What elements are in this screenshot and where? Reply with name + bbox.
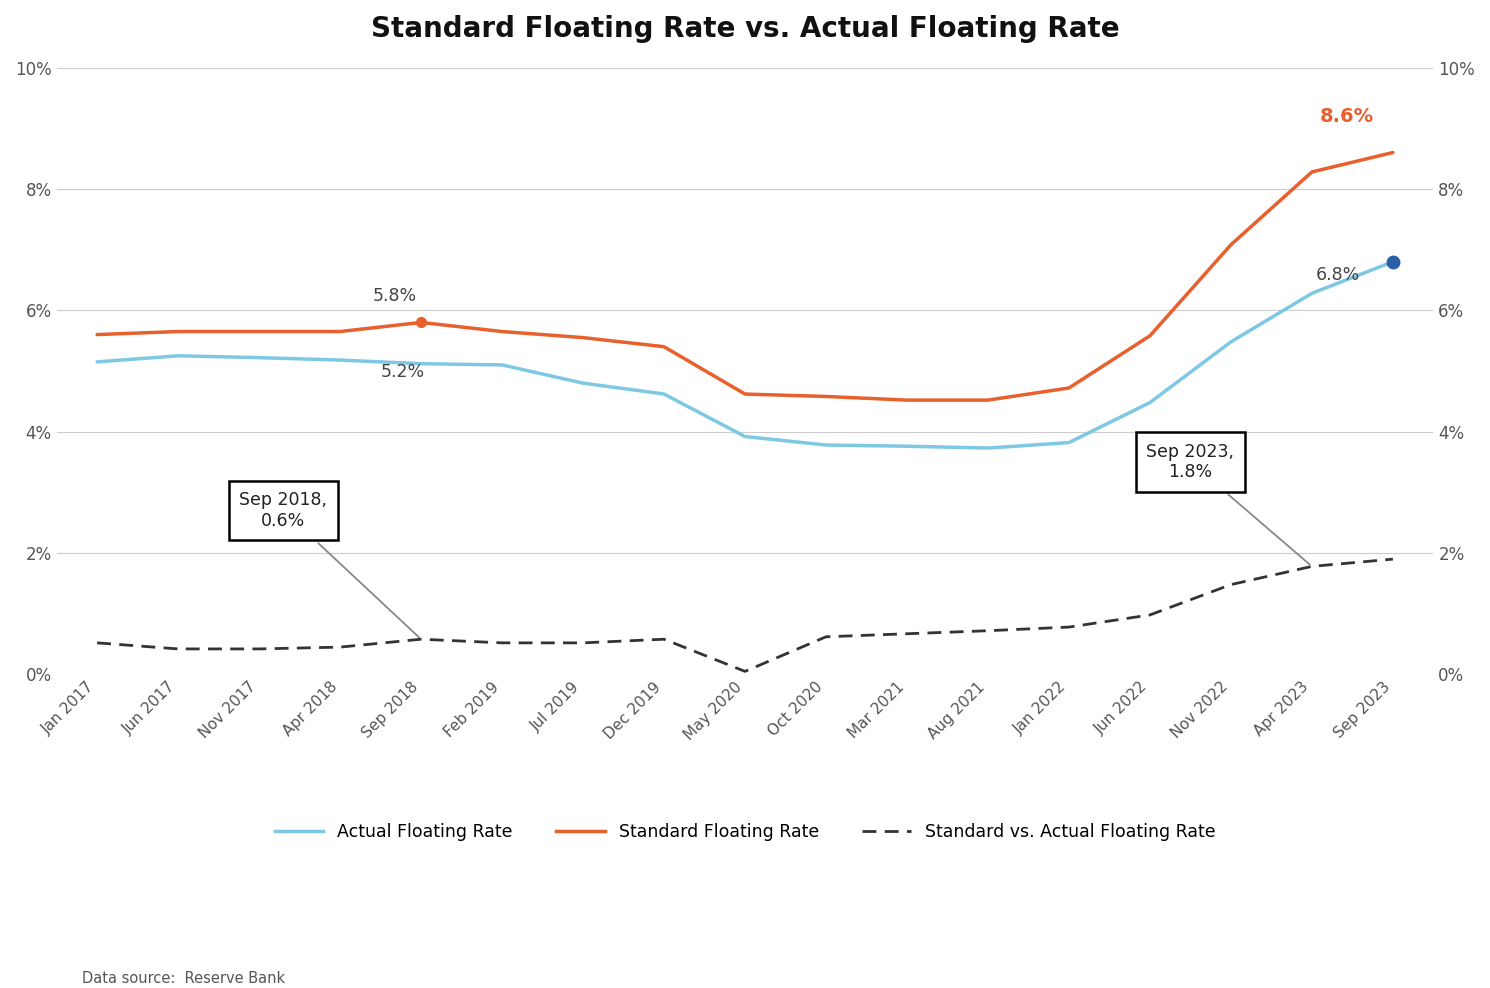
Legend: Actual Floating Rate, Standard Floating Rate, Standard vs. Actual Floating Rate: Actual Floating Rate, Standard Floating … <box>268 816 1222 848</box>
Text: Sep 2023,
1.8%: Sep 2023, 1.8% <box>1146 443 1310 564</box>
Text: 6.8%: 6.8% <box>1316 266 1360 284</box>
Text: 5.2%: 5.2% <box>380 363 425 381</box>
Text: Sep 2018,
0.6%: Sep 2018, 0.6% <box>240 491 419 637</box>
Text: 8.6%: 8.6% <box>1320 107 1374 126</box>
Title: Standard Floating Rate vs. Actual Floating Rate: Standard Floating Rate vs. Actual Floati… <box>371 15 1119 43</box>
Text: 5.8%: 5.8% <box>372 288 417 305</box>
Text: Data source:  Reserve Bank: Data source: Reserve Bank <box>82 971 285 986</box>
